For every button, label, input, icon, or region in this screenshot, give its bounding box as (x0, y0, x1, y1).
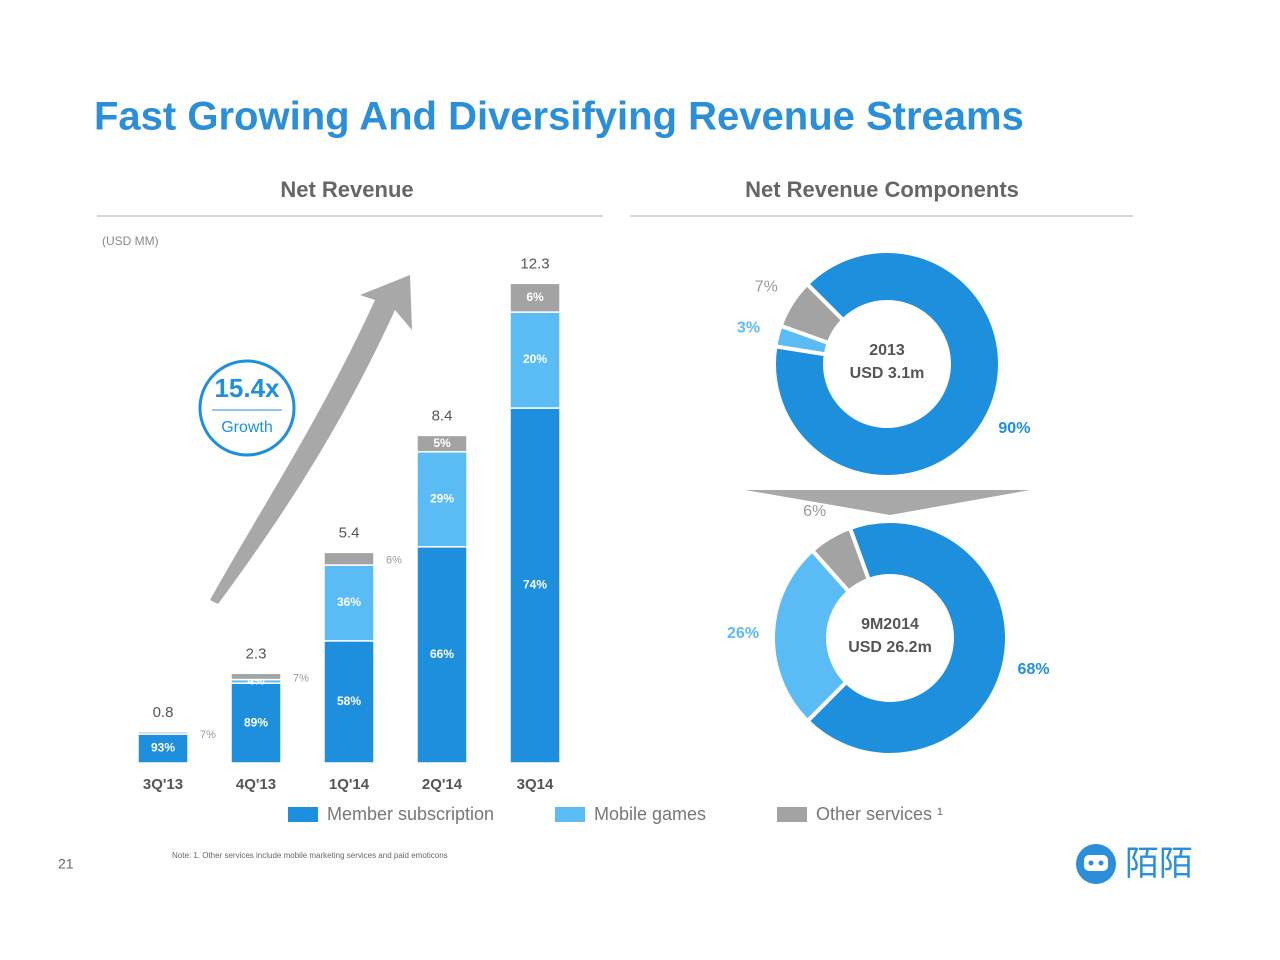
donut-value-label: 68% (1018, 661, 1050, 678)
transition-arrow (745, 490, 1030, 515)
x-tick-label: 1Q'14 (329, 776, 370, 793)
bar-value-label: 93% (151, 741, 175, 755)
donut-value-label: 26% (727, 625, 759, 642)
x-tick-label: 4Q'13 (236, 776, 276, 793)
growth-badge (198, 359, 296, 457)
right-title: Net Revenue Components (745, 177, 1019, 202)
logo-text: 陌陌 (1125, 845, 1193, 883)
bar-value-label: 29% (430, 491, 454, 505)
donut-value-label: 90% (998, 420, 1030, 437)
growth-arrow (210, 275, 412, 604)
donut-slice (771, 547, 852, 724)
donut-slice (809, 525, 872, 595)
growth-label: Growth (221, 419, 273, 436)
slide-title: Fast Growing And Diversifying Revenue St… (94, 95, 1024, 139)
bar-segment (416, 451, 468, 548)
bar-segment (323, 564, 375, 642)
donut-center-subtitle: USD 26.2m (848, 639, 932, 656)
bar-segment (509, 311, 561, 409)
bar-total-label: 5.4 (339, 524, 360, 541)
bar-segment (509, 407, 561, 764)
bar-total-label: 8.4 (432, 407, 453, 424)
legend-label: Other services ¹ (816, 804, 943, 824)
donut-slice (772, 249, 1002, 479)
logo-eye (1088, 860, 1094, 866)
donut-center-title: 9M2014 (861, 616, 919, 633)
legend-label: Member subscription (327, 804, 494, 824)
bar-total-label: 12.3 (520, 255, 549, 272)
bar-value-label: 66% (430, 647, 454, 661)
footnote: Note: 1. Other services include mobile m… (172, 851, 448, 860)
bar-segment (230, 682, 282, 764)
bar-segment (137, 731, 189, 735)
logo-eye (1098, 860, 1104, 866)
bar-segment (416, 434, 468, 453)
donut-slice (778, 281, 846, 346)
x-tick-label: 2Q'14 (422, 776, 463, 793)
donut-value-label: 6% (803, 503, 826, 520)
bar-value-label: 7% (293, 672, 309, 684)
legend-swatch (555, 807, 585, 822)
bar-value-label: 74% (523, 578, 547, 592)
bar-value-label: 6% (526, 290, 544, 304)
growth-value: 15.4x (214, 373, 280, 403)
donut-center-title: 2013 (869, 342, 905, 359)
donut-slice (804, 519, 1009, 757)
unit-label: (USD MM) (102, 234, 159, 248)
logo-face (1084, 855, 1108, 871)
bar-segment (323, 640, 375, 764)
legend-swatch (777, 807, 807, 822)
bar-segment (323, 551, 375, 566)
bar-value-label: 7% (200, 729, 216, 741)
bar-value-label: 20% (523, 352, 547, 366)
bar-total-label: 2.3 (246, 645, 267, 662)
bar-segment (416, 546, 468, 764)
bar-value-label: 89% (244, 715, 268, 729)
donut-center-subtitle: USD 3.1m (850, 365, 925, 382)
x-tick-label: 3Q'13 (143, 776, 183, 793)
donut-value-label: 3% (737, 320, 760, 337)
page-number: 21 (58, 856, 74, 872)
bar-segment (509, 282, 561, 313)
bar-segment (230, 672, 282, 681)
legend-label: Mobile games (594, 804, 706, 824)
bar-value-label: 36% (337, 595, 361, 609)
left-title: Net Revenue (280, 177, 413, 202)
bar-value-label: 6% (386, 555, 402, 567)
bar-value-label: 58% (337, 694, 361, 708)
legend-swatch (288, 807, 318, 822)
bar-total-label: 0.8 (153, 704, 174, 721)
donut-value-label: 7% (755, 279, 778, 296)
x-tick-label: 3Q14 (517, 776, 554, 793)
bar-value-label: 5% (433, 436, 451, 450)
